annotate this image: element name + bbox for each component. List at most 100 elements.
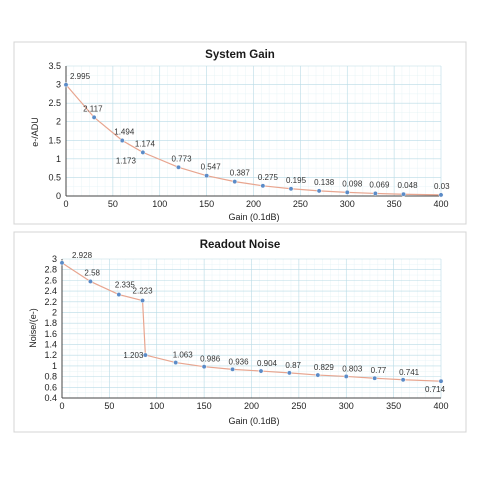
- system-gain-data-label: 0.138: [314, 178, 335, 187]
- system-gain-point: [91, 114, 97, 120]
- system-gain-data-label: 0.773: [172, 154, 193, 163]
- system-gain-point: [63, 82, 69, 88]
- readout-noise-title: Readout Noise: [200, 239, 281, 251]
- readout-noise-y-tick-label: 2.8: [44, 265, 57, 275]
- readout-noise-y-tick-label: 2.4: [44, 286, 57, 296]
- readout-noise-y-tick-label: 0.6: [44, 382, 57, 392]
- system-gain-point: [316, 188, 322, 194]
- readout-noise-point: [400, 377, 406, 383]
- system-gain-data-label: 0.098: [342, 179, 363, 188]
- readout-noise-point: [343, 374, 349, 379]
- readout-noise-point: [438, 378, 444, 384]
- system-gain-series: [63, 82, 444, 198]
- readout-noise-data-label: 2.58: [84, 268, 100, 277]
- system-gain-x-tick-label: 0: [63, 199, 68, 209]
- readout-noise-data-label: 1.203: [123, 351, 144, 360]
- readout-noise-y-axis-label: Noise/(e-): [28, 308, 38, 348]
- system-gain-x-tick-label: 350: [387, 199, 402, 209]
- system-gain-y-tick-label: 3: [56, 80, 61, 90]
- readout-noise-y-ticks: 0.40.60.811.21.41.61.822.22.42.62.83: [44, 254, 57, 403]
- system-gain-data-label: 0.547: [201, 163, 222, 172]
- system-gain-y-tick-label: 2.5: [48, 98, 61, 108]
- system-gain-point: [176, 164, 181, 170]
- readout-noise-x-tick-label: 50: [104, 401, 114, 411]
- readout-noise-point: [173, 360, 179, 366]
- system-gain-chart: System Gain 0 50 100 150 200 250 300 350 400 0 0.…: [13, 41, 467, 225]
- readout-noise-x-tick-label: 250: [291, 401, 306, 411]
- system-gain-data-label: 2.995: [70, 72, 91, 81]
- system-gain-data-label: 0.275: [258, 173, 279, 182]
- readout-noise-y-tick-label: 0.4: [44, 393, 57, 403]
- readout-noise-point: [230, 366, 236, 372]
- readout-noise-y-tick-label: 1: [52, 361, 57, 371]
- readout-noise-data-label: 0.741: [399, 368, 420, 377]
- system-gain-data-label: 1.174: [135, 139, 156, 148]
- readout-noise-x-tick-label: 350: [386, 401, 401, 411]
- system-gain-line: [65, 84, 442, 196]
- readout-noise-grid: [61, 258, 442, 399]
- system-gain-data-label: 0.069: [369, 180, 390, 189]
- system-gain-y-tick-label: 2: [56, 117, 61, 127]
- system-gain-point: [344, 189, 350, 195]
- readout-noise-point: [59, 260, 65, 266]
- system-gain-axes: [65, 66, 441, 197]
- readout-noise-x-axis-label: Gain (0.1dB): [228, 416, 279, 426]
- system-gain-data-label: 0.387: [230, 169, 251, 178]
- readout-noise-y-tick-label: 2.6: [44, 275, 57, 285]
- readout-noise-series: [59, 260, 444, 384]
- readout-noise-y-tick-label: 1.2: [44, 350, 57, 360]
- readout-noise-data-label: 0.936: [229, 357, 250, 366]
- system-gain-point: [260, 183, 266, 189]
- readout-noise-data-label: 0.829: [314, 363, 335, 372]
- readout-noise-y-tick-label: 1.4: [44, 340, 57, 350]
- readout-noise-x-ticks: 0 50 100 150 200 250 300 350 400: [59, 401, 448, 411]
- system-gain-y-tick-label: 1.5: [48, 135, 61, 145]
- readout-noise-y-tick-label: 2.2: [44, 297, 57, 307]
- readout-noise-x-tick-label: 150: [197, 401, 212, 411]
- system-gain-point: [204, 173, 210, 179]
- readout-noise-x-tick-label: 300: [339, 401, 354, 411]
- system-gain-x-axis-label: Gain (0.1dB): [228, 212, 279, 222]
- system-gain-data-label: 1.173: [116, 156, 137, 165]
- system-gain-x-tick-label: 200: [246, 199, 261, 209]
- system-gain-x-tick-label: 50: [108, 199, 118, 209]
- readout-noise-x-tick-label: 400: [433, 401, 448, 411]
- system-gain-data-label: 0.048: [398, 181, 419, 190]
- readout-noise-data-label: 0.77: [371, 366, 387, 375]
- readout-noise-chart: Readout Noise 0 50 100 150 200 250 300 350 400 0…: [13, 231, 467, 433]
- system-gain-point: [401, 191, 406, 197]
- readout-noise-data-label: 1.063: [173, 351, 194, 360]
- readout-noise-data-label: 0.904: [257, 359, 278, 368]
- system-gain-y-tick-label: 0.5: [48, 172, 61, 182]
- readout-noise-data-label: 0.986: [200, 355, 221, 364]
- system-gain-panel-border: [13, 41, 467, 225]
- readout-noise-y-tick-label: 0.8: [44, 372, 57, 382]
- readout-noise-point: [315, 372, 321, 378]
- system-gain-title: System Gain: [205, 49, 275, 61]
- system-gain-data-label: 2.117: [83, 104, 103, 113]
- system-gain-x-tick-label: 250: [293, 199, 308, 209]
- system-gain-x-tick-label: 100: [152, 199, 167, 209]
- system-gain-x-ticks: 0 50 100 150 200 250 300 350 400: [63, 199, 448, 209]
- readout-noise-data-label: 2.335: [115, 281, 136, 290]
- readout-noise-point: [116, 292, 122, 298]
- readout-noise-point: [142, 352, 148, 358]
- readout-noise-data-label: 0.87: [285, 361, 301, 370]
- system-gain-x-tick-label: 300: [340, 199, 355, 209]
- system-gain-y-tick-label: 1: [56, 154, 61, 164]
- system-gain-data-label: 0.195: [286, 176, 307, 185]
- system-gain-point: [119, 138, 125, 143]
- readout-noise-y-tick-label: 3: [52, 254, 57, 264]
- readout-noise-y-tick-label: 1.6: [44, 329, 57, 339]
- readout-noise-y-tick-label: 2: [52, 307, 57, 317]
- readout-noise-data-label: 0.803: [342, 364, 363, 373]
- readout-noise-point: [372, 375, 378, 381]
- system-gain-y-ticks: 0 0.5 1 1.5 2 2.5 3 3.5: [48, 61, 61, 201]
- readout-noise-data-label: 2.928: [72, 251, 93, 260]
- system-gain-point: [140, 149, 146, 155]
- readout-noise-point: [286, 370, 292, 376]
- system-gain-x-tick-label: 400: [433, 199, 448, 209]
